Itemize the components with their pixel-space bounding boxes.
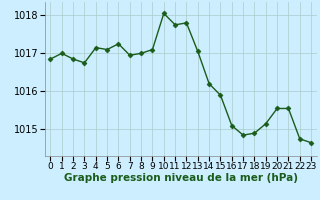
X-axis label: Graphe pression niveau de la mer (hPa): Graphe pression niveau de la mer (hPa) (64, 173, 298, 183)
